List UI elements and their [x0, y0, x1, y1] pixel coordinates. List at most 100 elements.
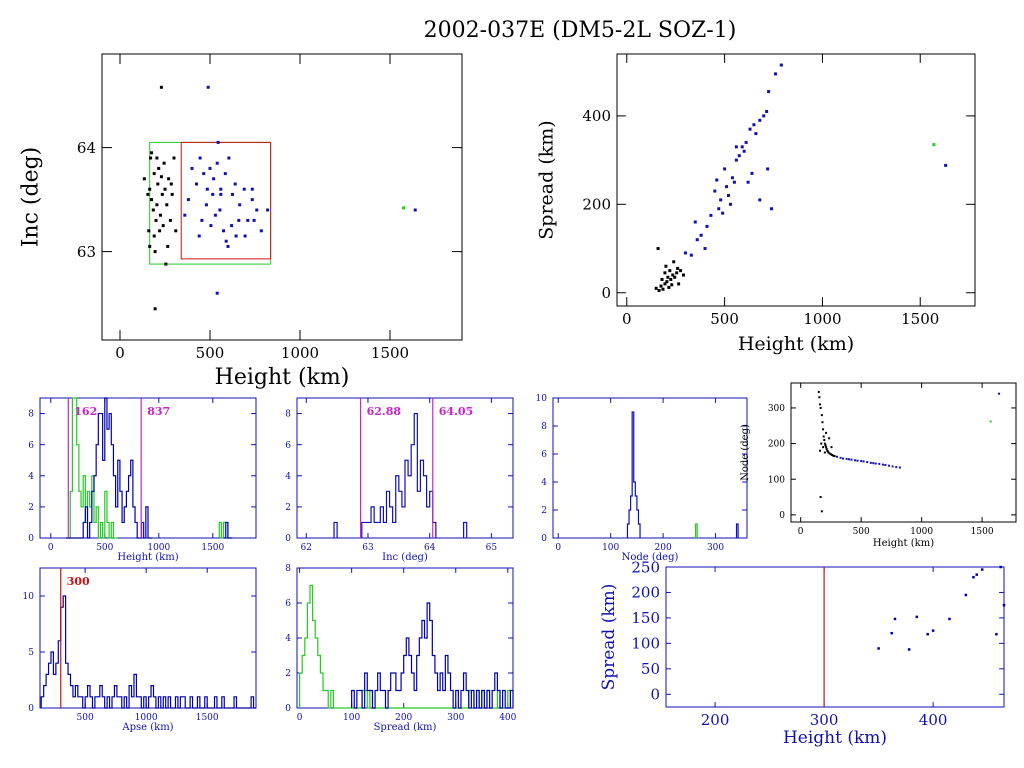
node-histogram-ytick-label: 0 — [541, 534, 547, 544]
spread-vs-height-blue-point — [719, 198, 723, 202]
spread-histogram-ytick-label: 2 — [285, 669, 291, 679]
inc-vs-height-blue-point — [190, 166, 194, 170]
inc-histogram-xtick-label: 65 — [486, 543, 498, 553]
node-vs-height-black-point — [820, 414, 823, 417]
node-histogram-ytick-label: 6 — [541, 450, 547, 460]
inc-vs-height-blue-point — [212, 177, 216, 181]
node-vs-height-black-point — [822, 446, 825, 449]
inc-vs-height-blue-point — [219, 192, 223, 196]
node-vs-height-black-point — [825, 431, 828, 434]
spread-histogram-green-bars — [299, 584, 511, 709]
spread-vs-height-blue-point — [734, 158, 738, 162]
spread-vs-height-zoom-navy-point — [948, 617, 951, 621]
spread-vs-height-zoom-navy-point — [964, 593, 968, 597]
inc-histogram-blue-bars — [361, 412, 437, 538]
inc-vs-height-blue-point — [183, 213, 187, 217]
inc-vs-height-blue-point — [255, 208, 259, 212]
spread-vs-height-blue-point — [699, 233, 703, 237]
node-vs-height-blue-point — [874, 462, 877, 465]
spread-vs-height-zoom-ytick-label: 150 — [631, 609, 660, 627]
apse-histogram-ytick-label: 5 — [28, 648, 34, 658]
spread-vs-height-black-point — [668, 269, 672, 273]
node-vs-height-black-point — [826, 450, 829, 453]
height-histogram-xtick-label: 1000 — [147, 543, 170, 553]
height-histogram-xtick-label: 1500 — [201, 543, 224, 553]
node-vs-height-black-point — [822, 428, 825, 431]
inc-vs-height-black-point — [160, 192, 164, 196]
spread-vs-height-ytick-label: 200 — [582, 196, 611, 214]
spread-vs-height-xlabel: Height (km) — [738, 333, 854, 355]
node-vs-height-black-point — [819, 449, 822, 452]
spread-vs-height-zoom-frame — [665, 566, 1005, 708]
inc-vs-height-ytick-label: 63 — [77, 243, 96, 261]
node-vs-height-black-point — [819, 403, 822, 406]
node-vs-height-blue-point — [848, 458, 851, 461]
inc-vs-height-blue-point — [242, 187, 246, 191]
inc-vs-height-blue-point — [195, 182, 198, 186]
node-vs-height-blue-point — [872, 462, 875, 465]
spread-vs-height-black-point — [656, 247, 660, 251]
inc-vs-height-blue-point — [209, 224, 213, 228]
inc-vs-height-xtick-label: 1000 — [281, 344, 319, 362]
node-histogram-blue-bars — [626, 411, 641, 538]
node-vs-height-blue-point — [860, 460, 863, 463]
spread-vs-height-zoom-navy-point — [890, 631, 893, 635]
spread-vs-height-zoom-ytick-label: 100 — [631, 635, 660, 653]
spread-vs-height-black-point — [673, 275, 677, 279]
inc-vs-height-blue-point — [219, 187, 223, 191]
spread-vs-height-black-point — [676, 266, 680, 270]
spread-vs-height-zoom-navy-point — [907, 648, 911, 651]
node-vs-height-blue-point — [866, 461, 869, 464]
height-histogram-ytick-label: 4 — [28, 472, 34, 482]
height-histogram-ytick-label: 0 — [28, 534, 34, 544]
node-vs-height-black-point — [832, 454, 835, 457]
inc-vs-height-red-box — [180, 141, 272, 260]
spread-vs-height-frame — [616, 53, 976, 307]
spread-vs-height-black-point — [671, 273, 675, 277]
inc-vs-height-black-point — [149, 156, 153, 160]
inc-vs-height-blue-point — [234, 234, 238, 238]
spread-vs-height-zoom-ytick-label: 250 — [631, 558, 660, 576]
spread-vs-height-zoom-navy-point — [877, 647, 880, 650]
inc-vs-height-blue-point — [215, 291, 219, 295]
inc-vs-height-frame — [101, 53, 463, 341]
spread-vs-height-blue-point — [767, 90, 771, 94]
height-histogram-navy-bars — [65, 397, 153, 539]
spread-histogram-xtick-label: 100 — [343, 713, 360, 723]
spread-vs-height-black-point — [663, 271, 667, 275]
spread-vs-height-zoom-xtick-label: 300 — [810, 711, 839, 729]
node-histogram-xtick-label: 0 — [555, 543, 561, 553]
spread-vs-height-xtick-label: 1500 — [901, 310, 939, 328]
spread-vs-height-black-point — [664, 264, 668, 268]
inc-histogram-panel: 62 63 64 65 0 2 4 6 8 Inc (deg) 62.88 64.05 — [285, 397, 514, 563]
spread-vs-height-blue-point — [737, 154, 741, 158]
inc-vs-height-black-point — [153, 250, 157, 254]
spread-vs-height-blue-point — [770, 207, 774, 211]
node-vs-height-xlabel: Height (km) — [873, 538, 934, 549]
inc-vs-height-black-point — [142, 177, 146, 181]
node-vs-height-blue-point — [845, 457, 848, 460]
spread-vs-height-blue-point — [758, 118, 762, 122]
node-vs-height-panel: 0 500 1000 1500 0 100 200 300 Height (km) Node (d… — [740, 382, 1017, 549]
spread-vs-height-black-point — [677, 282, 681, 286]
spread-vs-height-zoom-navy-point — [972, 575, 975, 579]
inc-vs-height-blue-point — [413, 208, 417, 212]
node-vs-height-blue-point — [898, 466, 901, 469]
spread-vs-height-black-point — [657, 289, 661, 293]
node-vs-height-xtick-label: 1000 — [910, 527, 933, 537]
inc-vs-height-black-point — [174, 229, 178, 233]
apse-histogram-xtick-label: 1000 — [135, 713, 158, 723]
spread-vs-height-blue-point — [748, 127, 752, 131]
node-vs-height-ytick-label: 100 — [768, 475, 785, 485]
spread-vs-height-ytick-label: 400 — [582, 107, 611, 125]
height-histogram-ytick-label: 6 — [28, 441, 34, 451]
inc-histogram-frame — [296, 397, 514, 539]
spread-vs-height-black-point — [663, 282, 667, 286]
spread-histogram-ytick-label: 8 — [285, 564, 291, 574]
spread-histogram-ytick-label: 4 — [285, 634, 291, 644]
spread-histogram-frame — [296, 567, 514, 709]
node-histogram-blue-bars — [735, 523, 739, 538]
node-vs-height-black-point — [830, 446, 833, 449]
node-histogram-ytick-label: 4 — [541, 478, 547, 488]
node-vs-height-black-point — [819, 406, 822, 409]
